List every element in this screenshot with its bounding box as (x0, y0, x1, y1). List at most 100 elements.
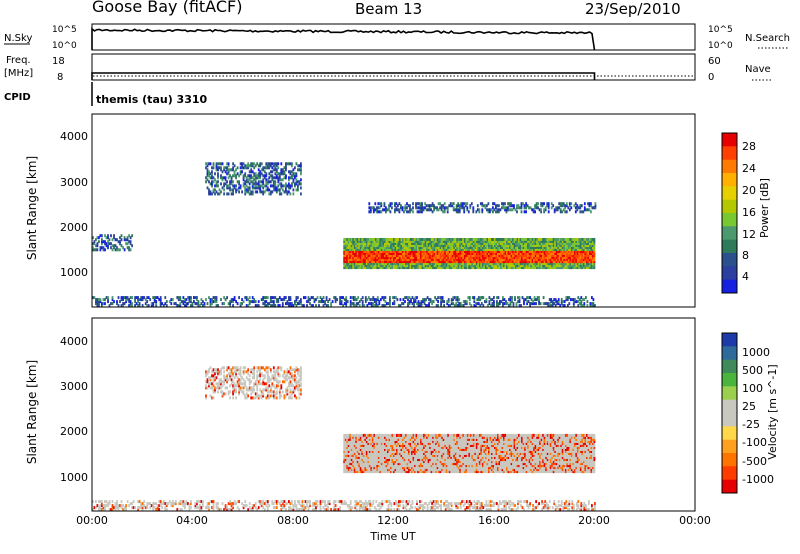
echo-cell (223, 296, 225, 300)
echo-cell (412, 246, 415, 249)
echo-cell (465, 238, 468, 241)
echo-cell (535, 202, 538, 206)
echo-cell (300, 162, 302, 166)
echo-cell (382, 468, 385, 472)
echo-cell (373, 454, 376, 457)
echo-cell (393, 440, 395, 443)
echo-cell (518, 300, 521, 304)
echo-cell (138, 298, 141, 302)
echo-cell (262, 302, 265, 306)
echo-cell (367, 256, 370, 260)
echo-cell (433, 240, 436, 243)
echo-cell (560, 244, 563, 247)
echo-cell (388, 250, 391, 253)
echo-cell (582, 254, 585, 258)
echo-cell (403, 252, 406, 255)
echo-cell (475, 246, 478, 249)
echo-cell (346, 240, 349, 243)
echo-cell (277, 178, 280, 182)
echo-cell (365, 260, 368, 264)
echo-cell (379, 240, 382, 243)
echo-cell (399, 444, 401, 447)
echo-cell (289, 184, 292, 188)
echo-cell (393, 258, 395, 262)
echo-cell (544, 206, 547, 210)
echo-cell (430, 242, 433, 245)
echo-cell (272, 304, 275, 308)
echo-cell (558, 256, 561, 260)
echo-cell (513, 266, 516, 270)
echo-cell (266, 164, 269, 168)
echo-cell (361, 244, 364, 247)
echo-cell (525, 266, 528, 270)
echo-cell (480, 238, 483, 241)
echo-cell (407, 210, 410, 214)
echo-cell (557, 244, 560, 247)
echo-cell (352, 442, 355, 445)
echo-cell (558, 252, 561, 255)
echo-cell (339, 300, 341, 304)
echo-cell (546, 256, 549, 260)
echo-cell (396, 248, 398, 251)
echo-cell (441, 252, 443, 255)
echo-cell (459, 266, 462, 270)
echo-cell (549, 264, 552, 268)
echo-cell (278, 192, 281, 196)
echo-cell (358, 244, 361, 247)
echo-cell (269, 184, 272, 188)
echo-cell (549, 260, 552, 264)
echo-cell (274, 172, 277, 176)
echo-cell (573, 256, 576, 260)
echo-cell (560, 252, 563, 255)
echo-cell (576, 204, 579, 208)
echo-cell (454, 260, 457, 264)
echo-cell (398, 304, 400, 308)
echo-cell (350, 458, 353, 462)
echo-cell (509, 262, 511, 266)
echo-cell (509, 242, 511, 245)
echo-cell (253, 182, 256, 186)
echo-cell (373, 254, 376, 258)
echo-cell (349, 302, 352, 306)
echo-cell (350, 440, 353, 443)
echo-cell (457, 244, 460, 247)
echo-cell (589, 250, 591, 253)
echo-cell (361, 466, 364, 470)
echo-cell (364, 262, 367, 266)
echo-cell (396, 435, 398, 439)
echo-cell (408, 300, 411, 304)
echo-cell (450, 244, 453, 247)
echo-cell (486, 248, 489, 251)
echo-cell (539, 238, 541, 241)
echo-cell (394, 266, 397, 270)
echo-cell (144, 298, 147, 302)
echo-cell (569, 248, 572, 251)
echo-cell (208, 162, 210, 166)
echo-cell (347, 262, 350, 266)
power-cbtick-12: 12 (742, 228, 756, 241)
echo-cell (440, 296, 442, 300)
echo-cell (350, 470, 353, 474)
echo-cell (387, 444, 389, 447)
echo-cell (379, 248, 382, 251)
echo-cell (288, 302, 290, 306)
echo-cell (375, 300, 378, 304)
echo-cell (238, 180, 240, 184)
echo-cell (440, 208, 443, 212)
echo-cell (382, 262, 385, 266)
echo-cell (456, 242, 459, 245)
echo-cell (417, 256, 419, 260)
echo-cell (382, 470, 385, 474)
echo-cell (496, 304, 498, 308)
echo-cell (391, 254, 394, 258)
echo-cell (438, 250, 440, 253)
echo-cell (450, 238, 453, 241)
echo-cell (288, 296, 290, 300)
echo-cell (120, 244, 123, 248)
echo-cell (211, 182, 213, 186)
echo-cell (367, 238, 370, 241)
echo-cell (373, 304, 376, 308)
echo-cell (435, 256, 437, 260)
echo-cell (439, 250, 442, 253)
echo-cell (393, 254, 395, 258)
